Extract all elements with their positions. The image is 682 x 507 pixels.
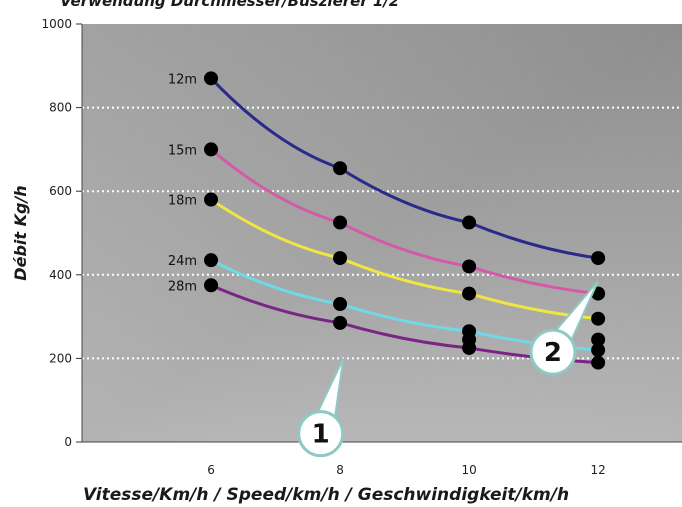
data-point: [462, 259, 477, 274]
callout-number: 2: [544, 338, 562, 368]
x-tick-label: 10: [461, 463, 476, 477]
data-point: [204, 278, 219, 293]
data-point: [204, 142, 219, 157]
y-axis-ticks: 0 200 400 600 800 1000: [41, 17, 82, 449]
data-point: [204, 71, 219, 86]
series-label-18m: 18m: [168, 194, 197, 209]
data-point: [591, 355, 606, 370]
data-point: [333, 251, 348, 266]
y-tick-label: 200: [49, 351, 72, 365]
series-label-15m: 15m: [168, 143, 197, 158]
x-tick-label: 8: [336, 463, 344, 477]
data-point: [591, 343, 606, 358]
data-point: [204, 192, 219, 207]
series-markers: [204, 71, 606, 370]
series-label-28m: 28m: [168, 279, 197, 294]
callout-circle: [529, 328, 577, 376]
y-tick-label: 0: [64, 435, 72, 449]
data-point: [333, 161, 348, 176]
data-point: [333, 315, 348, 330]
callouts: 12: [297, 280, 600, 458]
series-line-18m: [209, 198, 600, 321]
data-point: [462, 286, 477, 301]
data-point: [591, 311, 606, 326]
callout-2: 2: [529, 280, 600, 376]
data-point: [591, 251, 606, 266]
series-label-12m: 12m: [168, 72, 197, 87]
y-tick-label: 400: [49, 268, 72, 282]
data-point: [462, 215, 477, 230]
series-line-15m: [209, 147, 600, 296]
callout-1: 1: [297, 357, 345, 458]
x-axis-title: Vitesse/Km/h / Speed/km/h / Geschwindigk…: [83, 485, 569, 505]
x-axis-ticks: 6 8 10 12: [81, 24, 682, 477]
x-tick-label: 6: [207, 463, 215, 477]
data-point: [204, 253, 219, 268]
series-label-24m: 24m: [168, 254, 197, 269]
series-line-12m: [209, 76, 600, 260]
plot-area-shade: [82, 24, 682, 442]
data-point: [333, 297, 348, 312]
series-labels: 12m 15m 18m 24m 28m: [168, 72, 197, 294]
data-point: [462, 332, 477, 347]
x-tick-label: 12: [590, 463, 605, 477]
data-point: [333, 215, 348, 230]
y-tick-label: 600: [49, 184, 72, 198]
data-point: [591, 332, 606, 347]
y-axis-title: Débit Kg/h: [11, 185, 30, 280]
y-tick-label: 1000: [41, 17, 72, 31]
chart-title: Verwendung Durchmesser/Buszierer 1/2: [60, 0, 399, 10]
callout-circle: [297, 410, 345, 458]
callout-number: 1: [312, 420, 330, 450]
y-tick-label: 800: [49, 101, 72, 115]
